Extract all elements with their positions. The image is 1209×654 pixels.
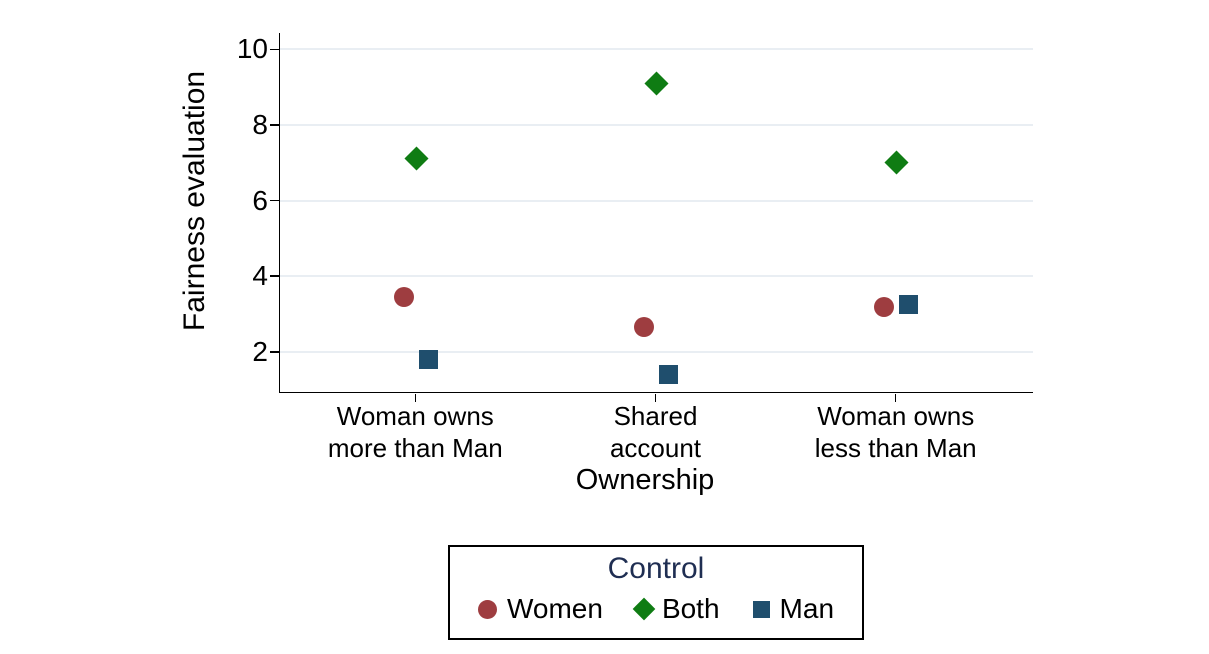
legend-item-both: Both (632, 593, 720, 625)
x-tick-mark (894, 393, 897, 402)
legend-label: Both (661, 593, 720, 624)
legend-title: Control (607, 552, 705, 585)
square-legend-marker (752, 600, 770, 618)
y-tick-mark (270, 275, 279, 277)
data-point-man (659, 365, 678, 385)
data-point-both (884, 150, 909, 175)
y-gridline (280, 275, 1033, 278)
y-tick-mark (270, 199, 279, 202)
legend-label: Women (506, 593, 603, 624)
diamond-legend-marker (632, 597, 656, 621)
y-tick-mark (270, 48, 279, 51)
data-point-women (634, 317, 654, 338)
x-axis-title: Ownership (575, 464, 715, 496)
x-category-label: Woman owns less than Man (814, 401, 977, 463)
y-gridline (280, 199, 1033, 202)
data-point-man (418, 349, 438, 369)
legend-label: Man (779, 593, 835, 624)
legend-item-man: Man (752, 593, 835, 625)
y-tick-label: 2 (252, 335, 268, 367)
x-tick-mark (654, 393, 657, 402)
x-category-label: Shared account (609, 401, 702, 463)
data-point-man (899, 295, 919, 315)
legend-items: Women Both Man (450, 593, 862, 625)
x-tick-mark (414, 393, 417, 402)
y-gridline (280, 48, 1033, 51)
data-point-both (404, 146, 429, 171)
data-point-women (393, 287, 414, 308)
circle-legend-marker (477, 599, 497, 619)
y-tick-label: 10 (236, 33, 268, 65)
y-tick-label: 8 (252, 108, 268, 140)
data-point-women (874, 296, 895, 317)
legend: Control Women Both Man (448, 545, 864, 640)
plot-area (279, 33, 1033, 393)
legend-item-women: Women (477, 593, 603, 625)
y-tick-mark (270, 351, 279, 353)
y-tick-label: 6 (252, 184, 268, 216)
y-gridline (280, 350, 1033, 353)
y-tick-mark (270, 124, 279, 126)
data-point-both (644, 71, 669, 96)
y-tick-label: 4 (252, 260, 268, 292)
y-gridline (280, 123, 1033, 126)
x-category-label: Woman owns more than Man (327, 401, 503, 463)
